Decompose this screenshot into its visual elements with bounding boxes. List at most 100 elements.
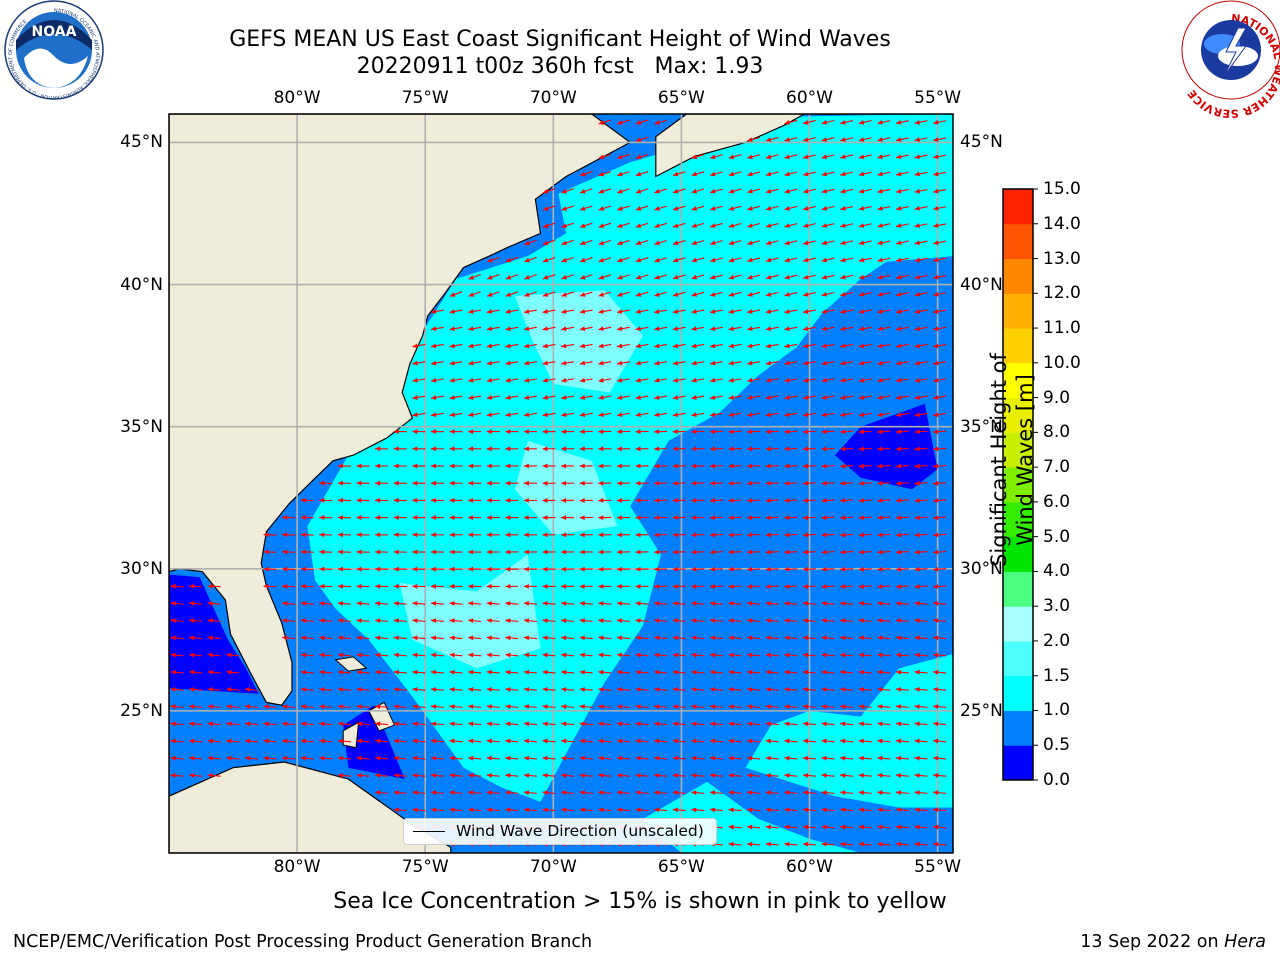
lon-label-bottom: 65°W xyxy=(657,857,705,877)
direction-arrowhead xyxy=(561,292,567,297)
direction-arrowhead xyxy=(765,532,771,538)
direction-arrowhead xyxy=(468,480,474,486)
direction-arrowhead xyxy=(412,532,418,538)
direction-arrowhead xyxy=(542,532,548,538)
direction-arrowhead xyxy=(821,188,828,194)
direction-arrowhead xyxy=(784,704,790,710)
direction-arrowhead xyxy=(728,601,734,606)
direction-arrowhead xyxy=(263,532,269,538)
direction-arrowhead xyxy=(840,309,846,314)
direction-arrowhead xyxy=(580,171,586,177)
direction-arrowhead xyxy=(784,463,790,469)
direction-arrowhead xyxy=(542,635,548,641)
direction-arrowhead xyxy=(654,292,660,297)
lon-label-bottom: 60°W xyxy=(786,857,833,877)
band-1-5-2-0-mid xyxy=(514,440,618,535)
direction-arrowhead xyxy=(877,257,883,263)
direction-arrowhead xyxy=(747,721,753,727)
direction-arrowhead xyxy=(579,635,585,641)
direction-arrowhead xyxy=(654,807,660,813)
direction-arrowhead xyxy=(802,807,809,813)
direction-arrowhead xyxy=(487,257,493,263)
direction-arrowhead xyxy=(710,223,716,228)
direction-arrowhead xyxy=(802,618,809,624)
direction-arrowhead xyxy=(691,206,698,211)
direction-arrowhead xyxy=(784,120,790,125)
direction-arrowhead xyxy=(840,584,846,589)
direction-arrowhead xyxy=(821,171,828,177)
direction-arrowhead xyxy=(728,412,734,418)
direction-arrowhead xyxy=(802,790,809,796)
direction-arrowhead xyxy=(802,566,809,572)
direction-arrowhead xyxy=(840,498,846,503)
direction-arrowhead xyxy=(579,704,585,710)
direction-arrowhead xyxy=(505,635,511,641)
direction-arrowhead xyxy=(914,721,920,727)
direction-arrowhead xyxy=(728,652,734,658)
direction-arrowhead xyxy=(840,635,846,641)
direction-arrowhead xyxy=(189,601,195,606)
direction-arrowhead xyxy=(393,446,399,452)
direction-arrowhead xyxy=(747,790,753,796)
direction-arrowhead xyxy=(579,669,585,675)
direction-arrowhead xyxy=(598,807,604,813)
direction-arrowhead xyxy=(616,669,623,675)
direction-arrowhead xyxy=(654,566,660,572)
direction-arrowhead xyxy=(821,360,827,366)
direction-arrowhead xyxy=(282,549,288,555)
direction-arrowhead xyxy=(728,360,734,366)
band-0-0-5-east xyxy=(835,403,938,490)
direction-arrowhead xyxy=(598,171,605,177)
direction-arrowhead xyxy=(468,292,475,297)
direction-arrowhead xyxy=(635,584,641,589)
lon-label-top: 65°W xyxy=(657,88,705,108)
direction-arrowhead xyxy=(933,738,939,744)
direction-arrowhead xyxy=(802,601,809,606)
direction-arrowhead xyxy=(449,566,455,572)
direction-arrowhead xyxy=(784,515,790,521)
direction-arrowhead xyxy=(635,773,641,778)
direction-arrowhead xyxy=(598,635,604,641)
direction-arrowhead xyxy=(635,755,641,761)
direction-arrowhead xyxy=(914,790,920,796)
direction-arrowhead xyxy=(579,532,585,538)
direction-arrowhead xyxy=(802,446,809,452)
direction-arrowhead xyxy=(635,738,641,744)
direction-arrowhead xyxy=(375,721,381,727)
direction-arrowhead xyxy=(375,446,381,452)
direction-arrowhead xyxy=(523,790,530,796)
direction-arrowhead xyxy=(561,498,567,503)
direction-arrowhead xyxy=(598,309,604,314)
direction-arrowhead xyxy=(412,446,418,452)
direction-arrowhead xyxy=(486,360,493,366)
direction-arrowhead xyxy=(337,515,343,520)
direction-arrowhead xyxy=(523,429,529,435)
direction-arrowhead xyxy=(821,721,827,727)
direction-arrowhead xyxy=(598,429,604,435)
direction-arrowhead xyxy=(765,790,771,796)
direction-arrowhead xyxy=(561,446,567,452)
direction-arrowhead xyxy=(802,377,809,383)
direction-arrowhead xyxy=(486,773,492,778)
direction-arrowhead xyxy=(765,292,772,297)
direction-arrowhead xyxy=(505,704,511,710)
direction-arrowhead xyxy=(523,773,530,778)
direction-arrowhead xyxy=(542,480,548,486)
direction-arrowhead xyxy=(858,395,865,400)
direction-arrowhead xyxy=(840,704,846,710)
direction-arrowhead xyxy=(300,601,306,606)
direction-arrowhead xyxy=(765,137,772,142)
colorbar-segment xyxy=(1003,675,1033,711)
colorbar-tick-label: 13.0 xyxy=(1043,248,1081,269)
direction-arrowhead xyxy=(412,601,418,606)
direction-arrowhead xyxy=(765,807,771,813)
direction-arrowhead xyxy=(523,807,530,813)
direction-arrowhead xyxy=(170,755,176,761)
direction-arrowhead xyxy=(337,463,343,469)
direction-arrowhead xyxy=(561,463,567,469)
direction-arrowhead xyxy=(524,275,530,280)
direction-arrowhead xyxy=(877,515,883,521)
direction-arrowhead xyxy=(914,687,920,692)
direction-arrowhead xyxy=(579,790,585,796)
direction-arrowhead xyxy=(635,721,641,727)
